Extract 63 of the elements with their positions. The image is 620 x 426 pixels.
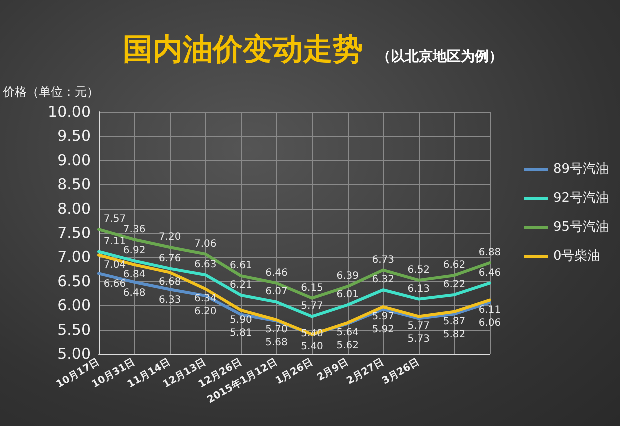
data-label: 6.63 (194, 260, 217, 271)
data-label: 6.48 (123, 288, 146, 299)
chart-title: 国内油价变动走势 (123, 32, 363, 68)
data-label: 6.01 (336, 290, 359, 301)
y-tick-label: 6.50 (58, 272, 91, 290)
y-axis-title: 价格（单位：元） (2, 85, 99, 99)
data-label: 5.81 (230, 328, 252, 339)
chart-subtitle: （以北京地区为例） (377, 48, 503, 65)
data-label: 6.15 (301, 282, 324, 294)
legend-label: 89号汽油 (553, 162, 610, 177)
data-label: 6.68 (158, 277, 182, 288)
y-tick-label: 7.00 (58, 248, 91, 266)
data-label: 6.07 (266, 286, 288, 298)
data-label: 6.46 (478, 268, 502, 279)
data-label: 7.20 (158, 232, 182, 244)
data-label: 7.04 (104, 260, 126, 271)
data-label: 5.62 (336, 340, 359, 352)
data-label: 5.77 (301, 301, 324, 312)
data-label: 5.82 (443, 329, 466, 340)
legend-label: 95号汽油 (553, 220, 610, 235)
y-tick-label: 9.50 (58, 127, 91, 146)
y-tick-label: 8.50 (58, 176, 91, 194)
y-tick-label: 5.50 (58, 320, 91, 339)
data-label: 7.11 (104, 236, 126, 248)
data-label: 6.06 (478, 318, 502, 329)
data-label: 5.70 (266, 324, 288, 336)
data-label: 7.36 (123, 224, 146, 236)
y-tick-label: 9.00 (58, 151, 91, 170)
data-label: 6.21 (230, 280, 252, 291)
data-label: 6.61 (230, 260, 252, 272)
data-label: 5.90 (230, 314, 252, 326)
data-label: 5.64 (336, 328, 359, 339)
y-tick-label: 8.00 (58, 200, 91, 218)
data-label: 6.92 (123, 246, 146, 257)
data-label: 6.20 (194, 306, 217, 318)
data-label: 7.06 (194, 238, 217, 250)
data-label: 6.46 (266, 268, 288, 279)
data-label: 6.66 (104, 279, 126, 290)
data-label: 6.88 (478, 248, 502, 259)
y-tick-label: 7.50 (58, 224, 91, 242)
data-label: 6.52 (408, 264, 430, 276)
data-label: 6.73 (372, 254, 394, 266)
data-label: 6.32 (372, 274, 394, 286)
data-label: 6.84 (123, 269, 146, 280)
data-label: 5.40 (301, 342, 324, 352)
y-tick-label: 6.00 (58, 296, 91, 315)
data-label: 6.62 (443, 260, 466, 272)
y-tick-label: 10.00 (48, 103, 91, 121)
data-label: 5.77 (408, 321, 430, 332)
data-label: 6.39 (336, 271, 359, 282)
data-label: 6.13 (408, 284, 430, 295)
data-label: 5.73 (408, 334, 430, 346)
legend-label: 92号汽油 (553, 191, 610, 206)
data-label: 6.11 (478, 304, 502, 316)
legend-label: 0号柴油 (553, 249, 601, 264)
data-label: 5.87 (443, 316, 466, 328)
data-label: 5.92 (372, 324, 394, 336)
data-label: 7.57 (104, 214, 126, 226)
data-label: 5.97 (372, 312, 394, 323)
data-label: 6.33 (158, 295, 182, 306)
data-label: 6.22 (443, 279, 466, 290)
data-label: 6.76 (158, 253, 182, 264)
data-label: 5.68 (266, 338, 288, 349)
